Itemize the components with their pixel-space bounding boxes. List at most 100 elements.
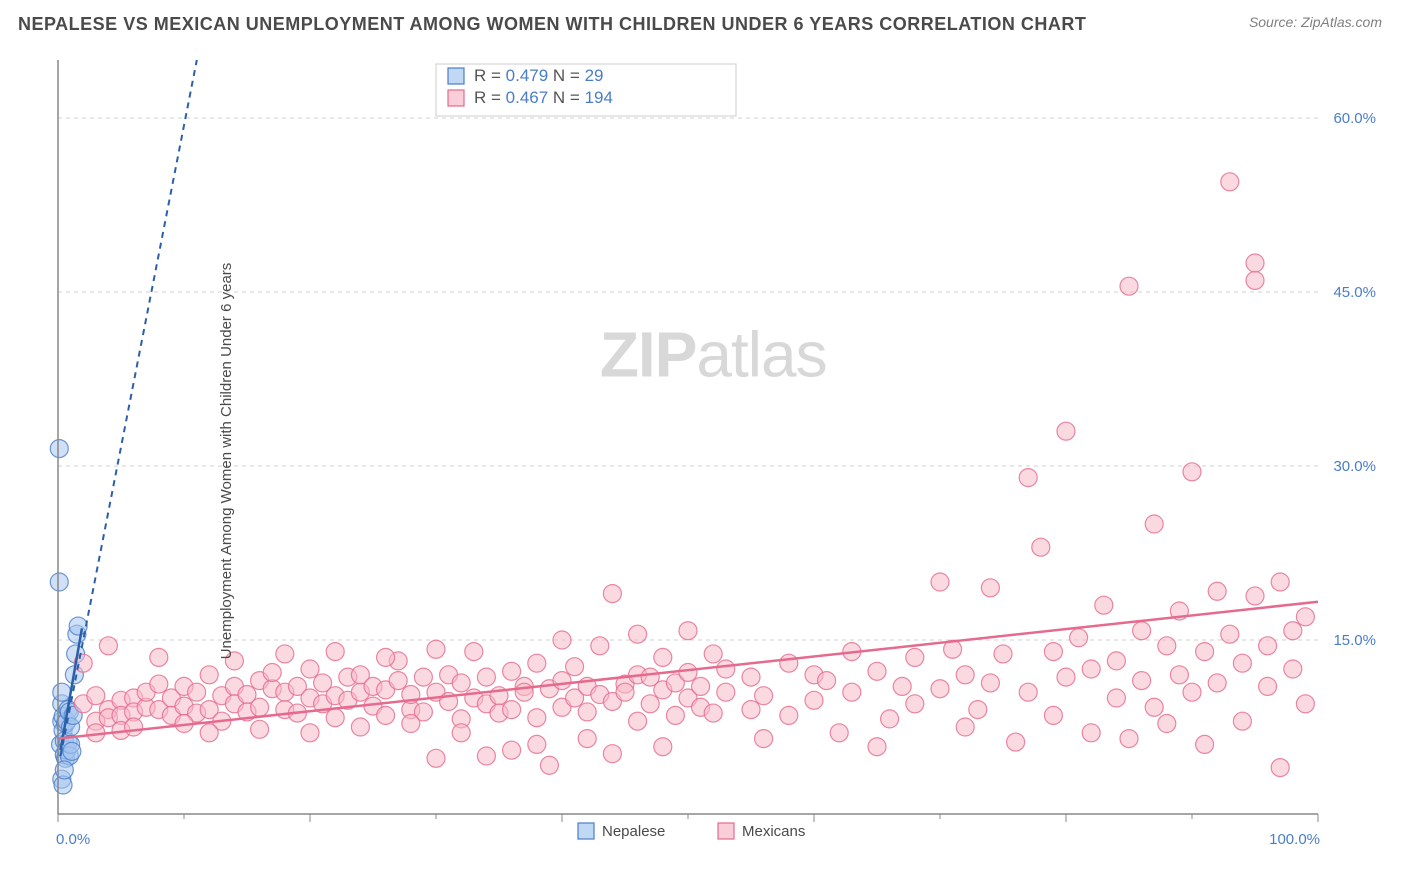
data-point [956,718,974,736]
data-point [553,672,571,690]
data-point [843,683,861,701]
data-point [679,622,697,640]
data-point [1284,660,1302,678]
data-point [1296,695,1314,713]
data-point [1145,515,1163,533]
source-link[interactable]: ZipAtlas.com [1301,14,1382,30]
data-point [1221,173,1239,191]
data-point [1271,759,1289,777]
data-point [389,672,407,690]
data-point [1233,654,1251,672]
data-point [1170,666,1188,684]
y-tick-label: 45.0% [1333,284,1376,301]
data-point [603,585,621,603]
data-point [1246,271,1264,289]
data-point [881,710,899,728]
data-point [1007,733,1025,751]
data-point [616,683,634,701]
data-point [1259,677,1277,695]
data-point [717,683,735,701]
data-point [931,680,949,698]
data-point [629,712,647,730]
data-point [63,742,81,760]
source-attribution: Source: ZipAtlas.com [1249,14,1382,30]
data-point [566,658,584,676]
data-point [692,677,710,695]
data-point [1196,735,1214,753]
data-point [528,735,546,753]
data-point [503,662,521,680]
data-point [477,747,495,765]
data-point [351,718,369,736]
data-point [452,724,470,742]
legend-stats: R = 0.479 N = 29 [474,66,604,85]
data-point [578,730,596,748]
data-point [414,668,432,686]
data-point [50,573,68,591]
data-point [1095,596,1113,614]
data-point [1158,715,1176,733]
data-point [125,718,143,736]
data-point [1057,422,1075,440]
data-point [906,648,924,666]
data-point [452,674,470,692]
x-tick-min: 0.0% [56,831,90,848]
svg-text:ZIPatlas: ZIPatlas [600,319,827,391]
data-point [1296,608,1314,626]
y-tick-label: 30.0% [1333,458,1376,475]
data-point [969,701,987,719]
data-point [868,662,886,680]
data-point [654,648,672,666]
series-mexicans [74,173,1314,777]
data-point [1019,469,1037,487]
trendline [61,50,222,756]
y-tick-label: 60.0% [1333,110,1376,127]
data-point [477,668,495,686]
data-point [251,698,269,716]
data-point [805,691,823,709]
data-point [1208,582,1226,600]
data-point [704,704,722,722]
data-point [1070,629,1088,647]
data-point [427,749,445,767]
data-point [465,643,483,661]
data-point [931,573,949,591]
data-point [868,738,886,756]
data-point [981,674,999,692]
data-point [1082,660,1100,678]
data-point [53,683,71,701]
data-point [503,741,521,759]
data-point [99,637,117,655]
data-point [1133,672,1151,690]
data-point [591,637,609,655]
data-point [1019,683,1037,701]
data-point [742,668,760,686]
data-point [1259,637,1277,655]
data-point [1246,254,1264,272]
bottom-legend-swatch [578,823,594,839]
data-point [1246,587,1264,605]
data-point [1221,625,1239,643]
chart-area: Unemployment Among Women with Children U… [20,50,1386,872]
bottom-legend-label: Nepalese [602,823,665,840]
data-point [1133,622,1151,640]
data-point [893,677,911,695]
chart-container: NEPALESE VS MEXICAN UNEMPLOYMENT AMONG W… [0,0,1406,892]
data-point [200,724,218,742]
data-point [150,675,168,693]
data-point [1044,706,1062,724]
data-point [578,703,596,721]
data-point [742,701,760,719]
data-point [1032,538,1050,556]
data-point [704,645,722,663]
data-point [1233,712,1251,730]
data-point [906,695,924,713]
data-point [1208,674,1226,692]
data-point [301,660,319,678]
x-tick-max: 100.0% [1269,831,1320,848]
data-point [1044,643,1062,661]
data-point [1120,730,1138,748]
data-point [263,663,281,681]
data-point [326,709,344,727]
data-point [1271,573,1289,591]
